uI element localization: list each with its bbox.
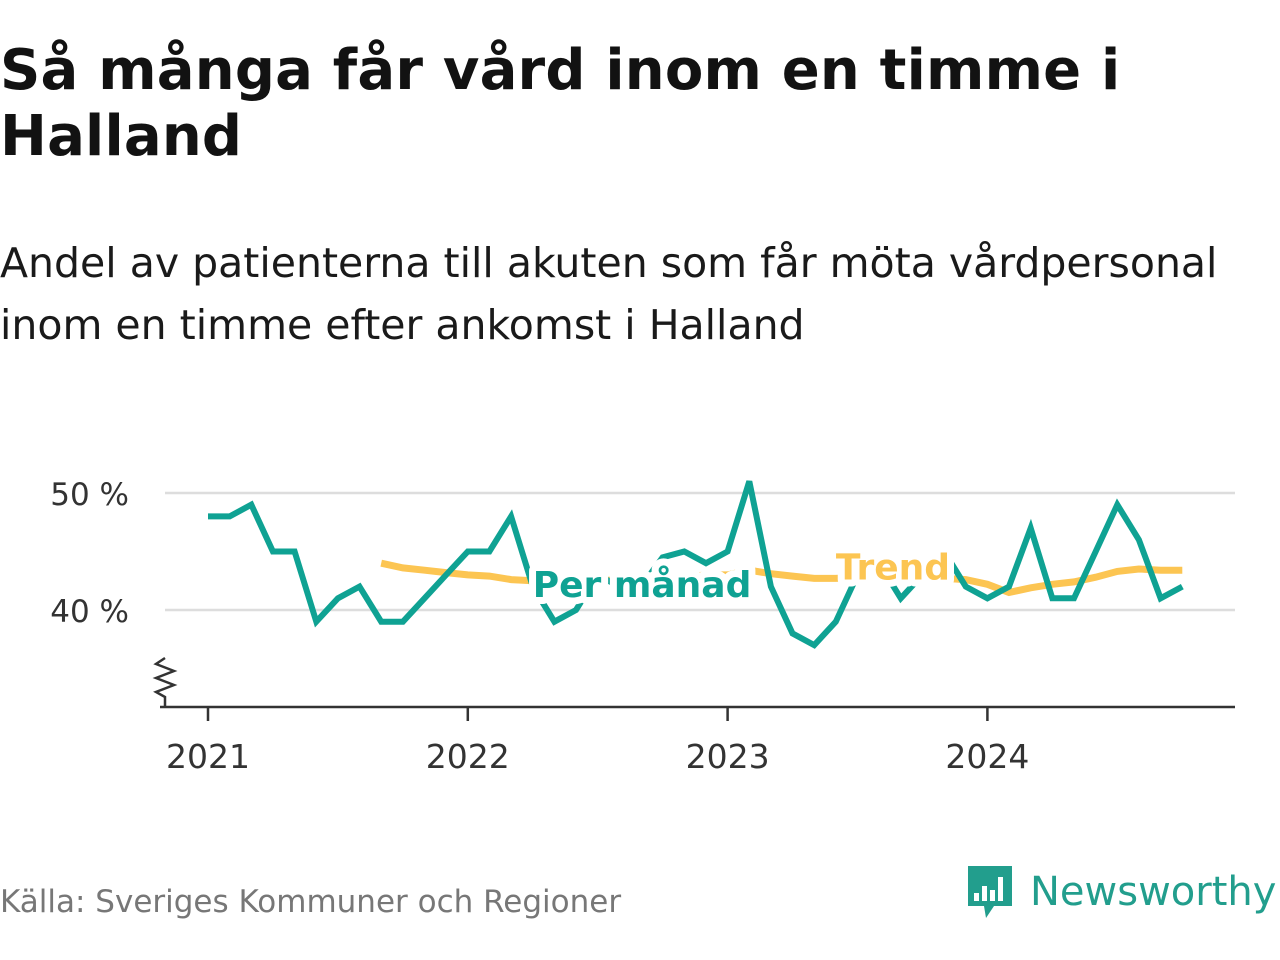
x-tick-label: 2023 <box>686 737 770 776</box>
series-label-monthly: Per månad <box>533 565 752 606</box>
y-tick-label: 40 % <box>50 594 129 630</box>
chart-subtitle: Andel av patienterna till akuten som får… <box>0 239 1218 349</box>
brand-name: Newsworthy <box>1030 869 1277 915</box>
y-tick-label: 50 % <box>50 477 129 513</box>
y-axis-break-icon <box>152 656 178 707</box>
chart-title: Så många får vård inom en timme i Hallan… <box>0 38 1121 169</box>
series-line-monthly <box>208 480 1184 649</box>
x-tick-label: 2022 <box>426 737 510 776</box>
x-tick-label: 2021 <box>166 737 250 776</box>
axes: 40 % 50 % 2021 2022 2023 2024 <box>50 477 1235 776</box>
series-line-trend <box>380 559 1183 597</box>
source-note: Källa: Sveriges Kommuner och Regioner <box>0 884 622 920</box>
x-tick-label: 2024 <box>945 737 1029 776</box>
series-label-trend: Trend <box>836 548 950 589</box>
series-lines <box>208 480 1184 649</box>
series-label-halo: Per månad <box>533 565 752 606</box>
brand-mark: Newsworthy <box>964 862 1276 922</box>
gridlines <box>165 491 1235 612</box>
series-label-halo: Trend <box>836 548 950 589</box>
newsworthy-logo-icon <box>968 866 1012 918</box>
